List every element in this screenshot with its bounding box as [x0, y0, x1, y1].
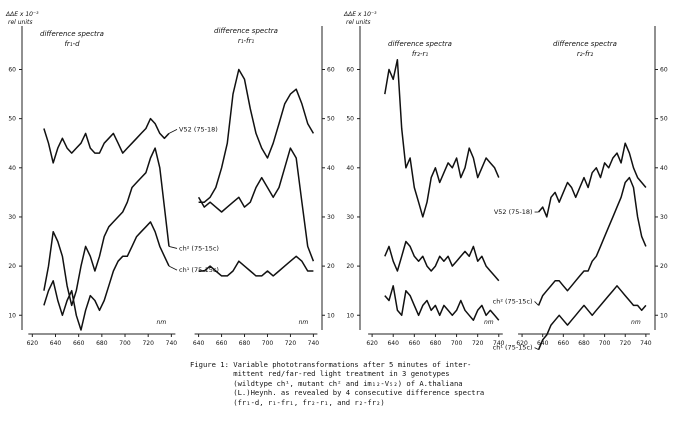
series-annotation: ch² (75-15c): [493, 297, 533, 305]
series-line-v52: [198, 68, 315, 203]
y-axis-unit: rel units: [346, 19, 370, 26]
x-tick-label: 720: [142, 340, 154, 347]
x-tick-label: 700: [262, 340, 274, 347]
y-tick-right-label: 10: [660, 312, 668, 319]
annotation-leader: [168, 246, 178, 249]
panel-title: difference spectra: [40, 30, 104, 38]
caption-line-5: (fr₁-d, r₁-fr₁, fr₂-r₁, and r₂-fr₂): [190, 397, 385, 407]
y-axis-unit: rel units: [8, 19, 32, 26]
x-tick-label: 660: [558, 340, 570, 347]
series-line-ch1: [198, 255, 314, 277]
x-tick-label: 740: [640, 340, 652, 347]
caption-line-4: (L.)Heynh. as revealed by 4 consecutive …: [190, 388, 485, 398]
x-tick-label: 740: [308, 340, 320, 347]
panel-title: difference spectra: [214, 27, 278, 35]
series-line-v52: [538, 142, 647, 218]
annotation-leader: [534, 347, 539, 351]
x-tick-label: 700: [451, 340, 463, 347]
y-axis-label: ΔΔE x 10⁻³: [343, 11, 377, 18]
y-tick-right-label: 60: [660, 66, 668, 73]
y-tick-right-label: 50: [660, 116, 668, 123]
caption-line-1: Figure 1: Variable phototransformations …: [190, 360, 472, 369]
y-tick-left-label: 60: [8, 66, 16, 73]
y-tick-left-label: 50: [8, 116, 16, 123]
annotation-leader: [168, 265, 178, 271]
series-line-v52: [384, 58, 500, 218]
panel-title: difference spectra: [388, 40, 452, 48]
x-tick-label: 660: [216, 340, 228, 347]
caption-line-3: (wildtype ch¹, mutant ch² and im₁₂-V₅₂) …: [190, 378, 463, 388]
x-tick-label: 740: [166, 340, 178, 347]
x-tick-label: 660: [409, 340, 421, 347]
y-tick-left-label: 10: [346, 312, 354, 319]
x-tick-label: 680: [430, 340, 442, 347]
series-line-ch1: [43, 221, 170, 331]
x-axis-unit: nm: [631, 319, 641, 326]
y-tick-right-label: 20: [327, 263, 335, 270]
x-tick-label: 700: [119, 340, 131, 347]
x-tick-label: 720: [620, 340, 632, 347]
series-annotation: ch¹ (75-15c): [493, 344, 533, 352]
panel-title: difference spectra: [553, 40, 617, 48]
x-tick-label: 720: [285, 340, 297, 347]
y-tick-left-label: 60: [346, 66, 354, 73]
y-tick-right-label: 10: [327, 312, 335, 319]
x-axis-unit: nm: [157, 319, 167, 326]
x-tick-label: 620: [366, 340, 378, 347]
series-line-ch2: [384, 240, 500, 282]
x-axis-unit: nm: [299, 319, 309, 326]
y-tick-right-label: 30: [660, 214, 668, 221]
figure-caption: Figure 1: Variable phototransformations …: [190, 360, 670, 407]
caption-line-2: mittent red/far-red light treatment in 3…: [190, 369, 450, 379]
series-line-ch2: [197, 147, 315, 262]
annotation-leader: [168, 129, 178, 134]
y-tick-left-label: 20: [8, 263, 16, 270]
series-annotation: V52 (75-18): [494, 208, 533, 216]
y-tick-left-label: 20: [346, 263, 354, 270]
series-line-ch2: [537, 176, 647, 306]
x-tick-label: 680: [96, 340, 108, 347]
x-tick-label: 640: [50, 340, 62, 347]
x-tick-label: 740: [493, 340, 505, 347]
series-line-ch1: [384, 285, 500, 321]
series-line-ch1: [537, 285, 647, 350]
y-tick-left-label: 50: [346, 116, 354, 123]
panel-subtitle: r₂-fr₂: [577, 50, 594, 58]
x-tick-label: 640: [193, 340, 205, 347]
y-tick-right-label: 20: [660, 263, 668, 270]
y-tick-left-label: 10: [8, 312, 16, 319]
x-tick-label: 680: [239, 340, 251, 347]
y-tick-left-label: 30: [8, 214, 16, 221]
x-tick-label: 620: [27, 340, 39, 347]
y-tick-right-label: 30: [327, 214, 335, 221]
panel-subtitle: fr₂-r₁: [412, 50, 429, 58]
x-tick-label: 640: [537, 340, 549, 347]
x-tick-label: 640: [387, 340, 399, 347]
y-tick-left-label: 30: [346, 214, 354, 221]
x-tick-label: 660: [73, 340, 85, 347]
x-axis-unit: nm: [484, 319, 494, 326]
y-tick-left-label: 40: [346, 165, 354, 172]
panel-subtitle: r₁-fr₁: [238, 37, 255, 45]
y-tick-right-label: 50: [327, 116, 335, 123]
x-tick-label: 620: [516, 340, 528, 347]
series-annotation: ch² (75-15c): [179, 244, 219, 252]
x-tick-label: 680: [578, 340, 590, 347]
series-annotation: ch¹ (75-15c): [179, 266, 219, 274]
annotation-leader: [534, 301, 539, 306]
series-annotation: V52 (75-18): [179, 125, 218, 133]
x-tick-label: 700: [599, 340, 611, 347]
y-axis-label: ΔΔE x 10⁻³: [5, 11, 39, 18]
x-tick-label: 720: [472, 340, 484, 347]
panel-subtitle: fr₁-d: [64, 40, 80, 48]
series-line-v52: [43, 117, 170, 164]
y-tick-right-label: 40: [660, 165, 668, 172]
y-tick-right-label: 40: [327, 165, 335, 172]
series-line-ch2: [43, 147, 170, 307]
y-tick-left-label: 40: [8, 165, 16, 172]
y-tick-right-label: 60: [327, 66, 335, 73]
